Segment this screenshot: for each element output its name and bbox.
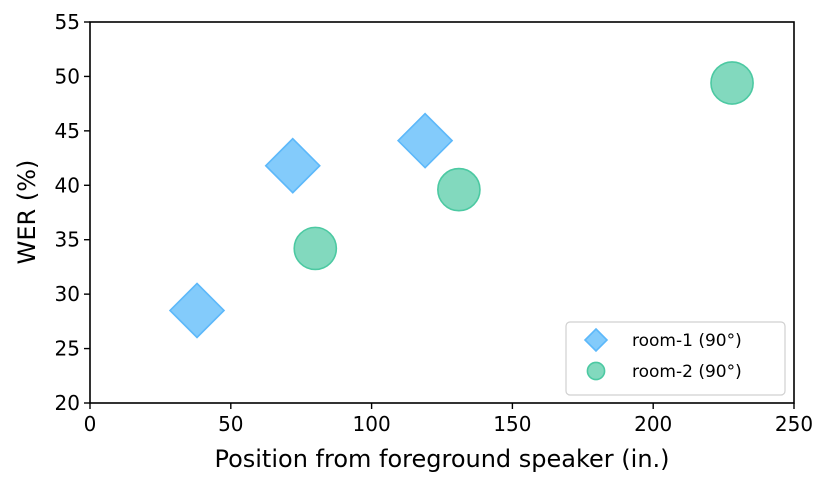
legend-diamond-marker — [583, 327, 609, 353]
diamond-data-point — [264, 137, 321, 194]
x-tick-label: 50 — [218, 412, 243, 436]
legend: room-1 (90°) room-2 (90°) — [565, 321, 786, 396]
y-tick-label: 25 — [55, 337, 80, 361]
x-tick-label: 0 — [84, 412, 97, 436]
circle-data-point — [710, 61, 754, 105]
x-tick-label: 200 — [634, 412, 672, 436]
legend-items: room-1 (90°) room-2 (90°) — [583, 327, 742, 382]
y-tick-label: 20 — [55, 391, 80, 415]
legend-item-1: room-1 (90°) — [583, 327, 742, 353]
x-tick-label: 100 — [353, 412, 391, 436]
circle-data-point — [437, 167, 481, 212]
x-tick-label: 150 — [493, 412, 531, 436]
y-tick-label: 45 — [55, 119, 80, 143]
legend-circle-marker — [586, 361, 606, 381]
y-tick-label: 55 — [55, 10, 80, 34]
y-tick-label: 40 — [55, 173, 80, 197]
y-axis-label: WER (%) — [13, 160, 41, 265]
x-axis-label: Position from foreground speaker (in.) — [214, 445, 669, 473]
y-tick-label: 35 — [55, 228, 80, 252]
x-tick-label: 250 — [775, 412, 813, 436]
legend-label: room-2 (90°) — [632, 362, 742, 382]
chart-marks — [168, 61, 754, 339]
series-1-points — [168, 112, 454, 339]
diamond-data-point — [396, 112, 454, 169]
plot-frame — [89, 21, 795, 404]
legend-box — [565, 321, 786, 396]
legend-label: room-1 (90°) — [632, 331, 742, 351]
y-tick-label: 50 — [55, 64, 80, 88]
y-tick-label: 30 — [55, 282, 80, 306]
x-axis-ticks: 0 50 100 150 200 250 — [84, 403, 813, 436]
series-2-points — [293, 61, 754, 271]
y-axis-ticks: 20 25 30 35 40 45 50 55 — [55, 10, 90, 415]
diamond-data-point — [168, 282, 226, 339]
legend-item-2: room-2 (90°) — [586, 361, 742, 382]
circle-data-point — [293, 226, 338, 271]
